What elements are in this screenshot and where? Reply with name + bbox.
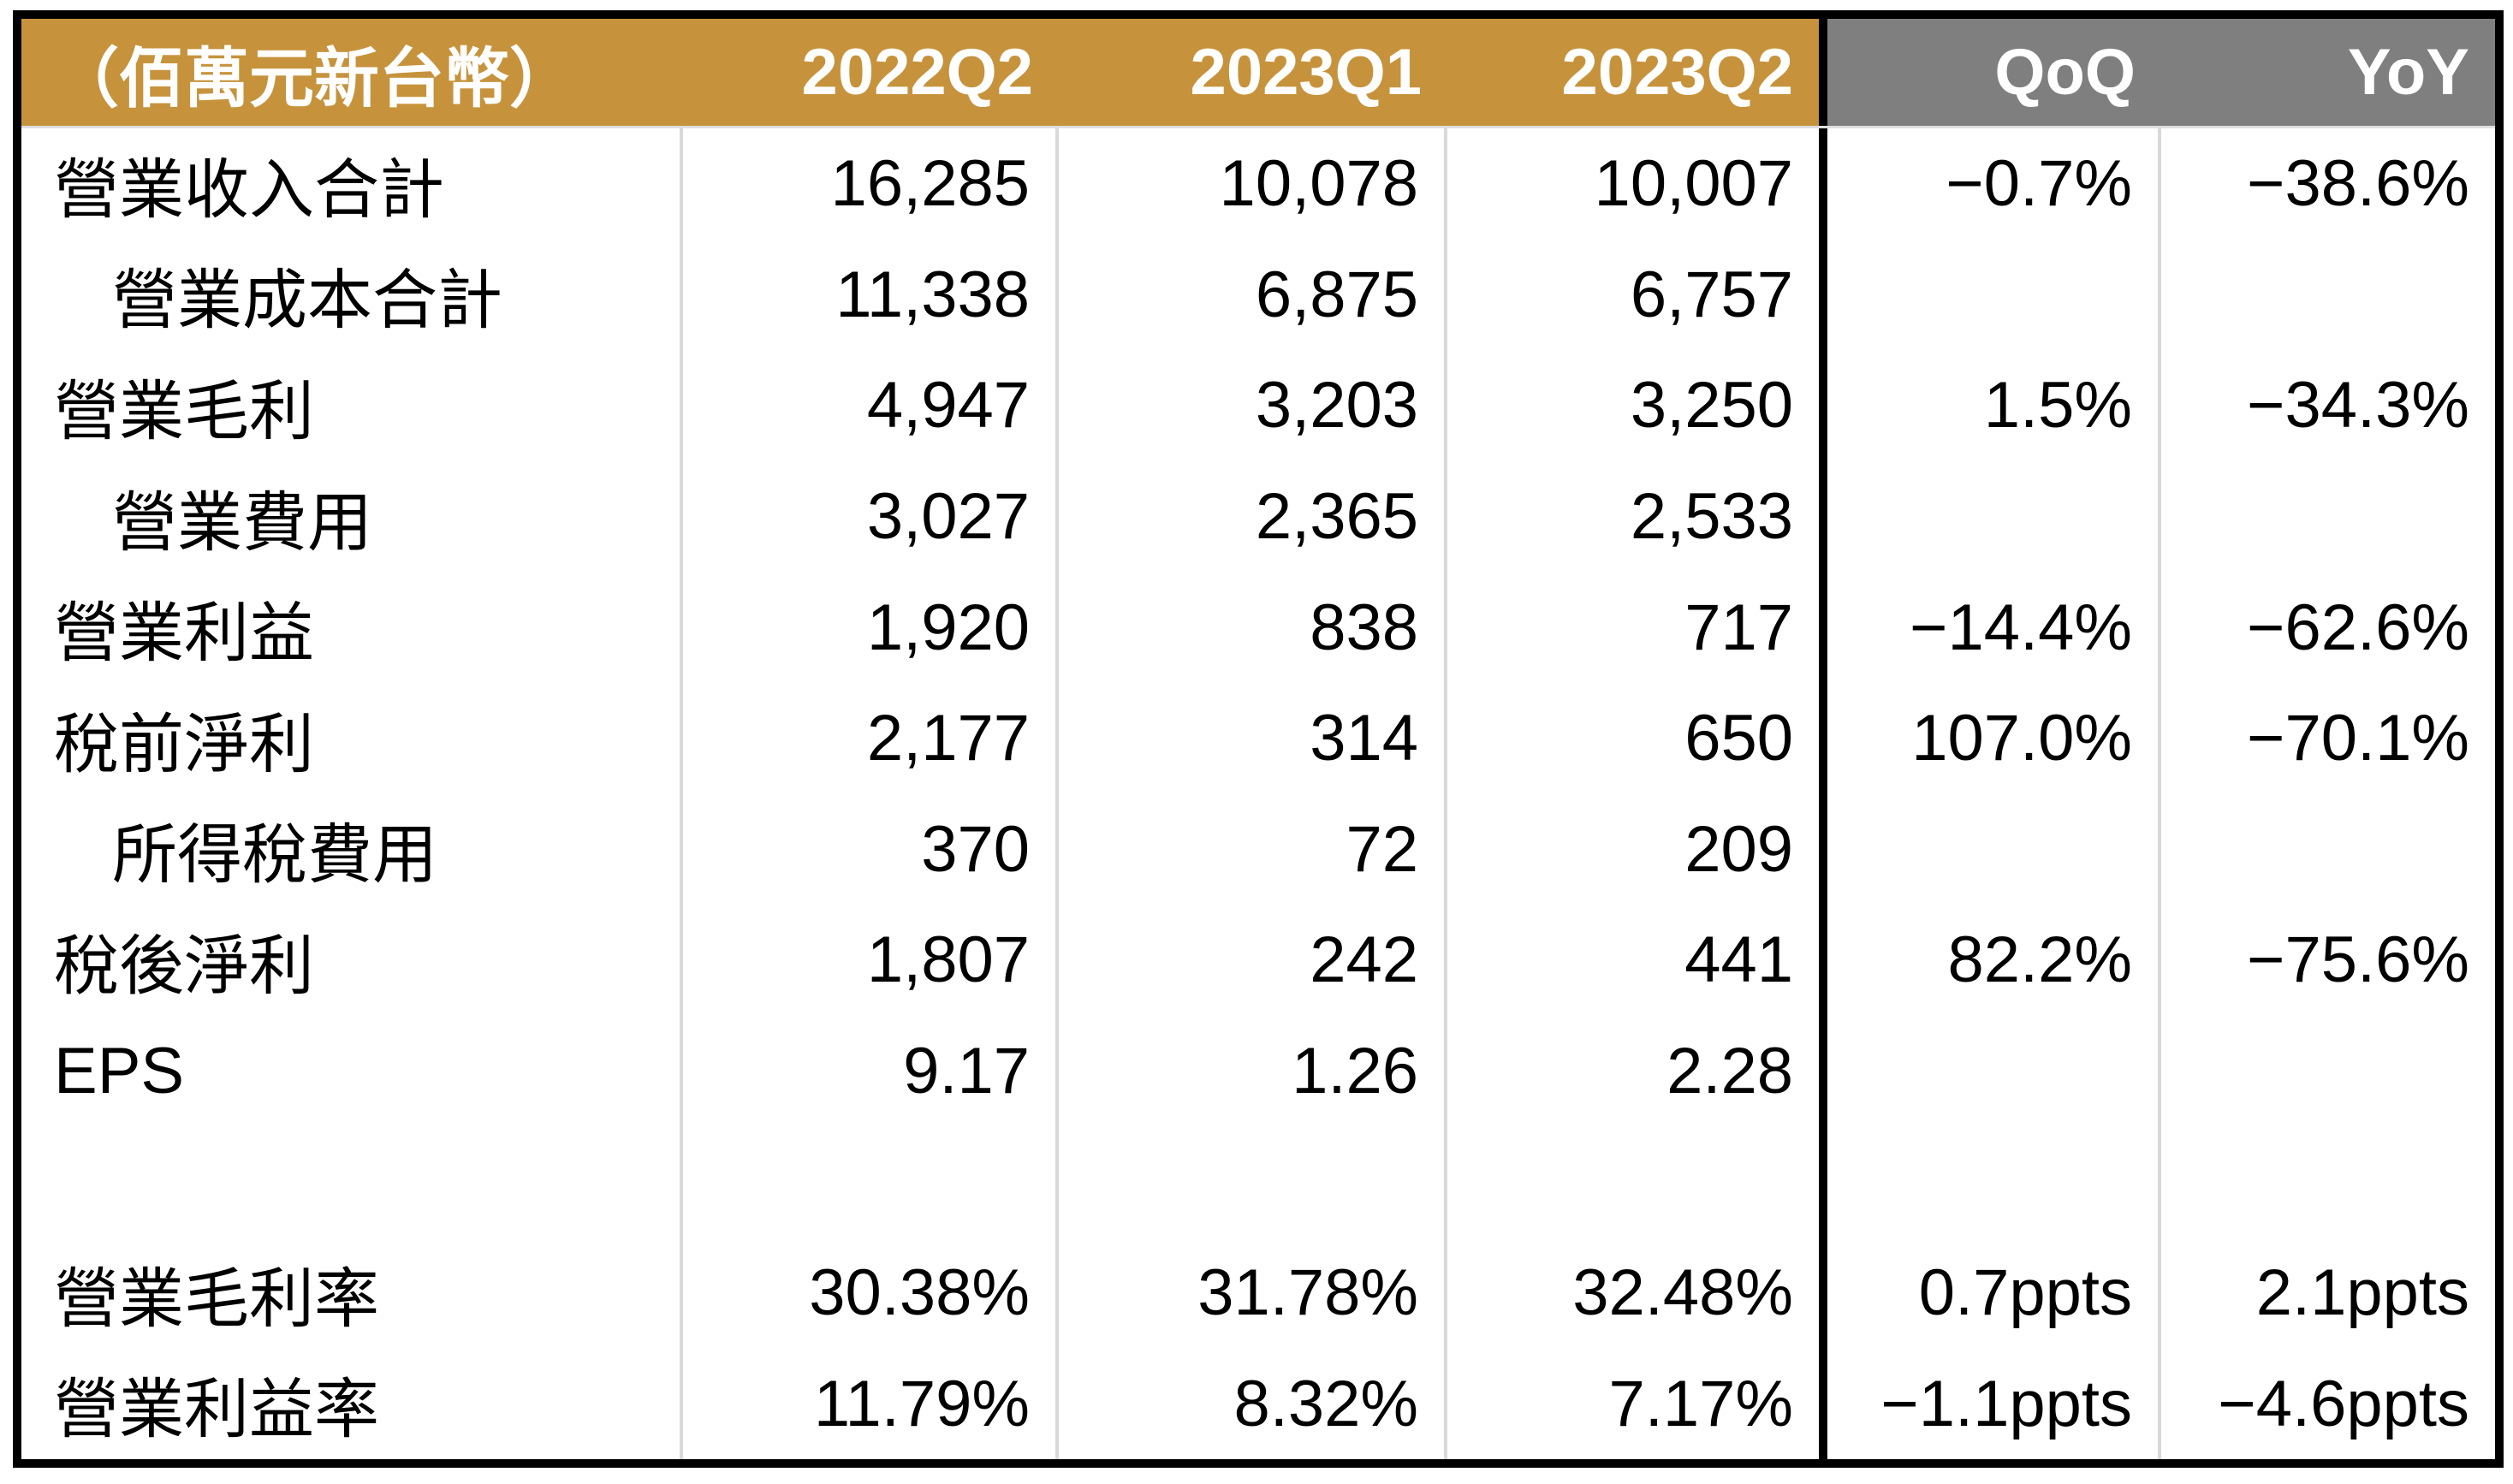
cell-yoy	[2161, 1126, 2495, 1238]
table-row-eps: EPS 9.17 1.26 2.28	[21, 1015, 2495, 1127]
cell-2023q1: 242	[1059, 905, 1447, 1016]
header-qoq: QoQ	[1819, 19, 2161, 126]
header-2023q1: 2023Q1	[1059, 19, 1447, 126]
cell-yoy	[2161, 460, 2495, 573]
cell-qoq	[1819, 793, 2161, 905]
cell-yoy	[2161, 239, 2495, 351]
table-header-row: （佰萬元新台幣） 2022Q2 2023Q1 2023Q2 QoQ YoY	[21, 19, 2495, 128]
row-label: 稅後淨利	[21, 905, 683, 1016]
cell-qoq: 1.5%	[1819, 350, 2161, 461]
cell-2022q2: 11,338	[683, 239, 1059, 351]
cell-2023q2: 2,533	[1447, 460, 1819, 573]
row-label: 營業費用	[21, 460, 683, 573]
cell-qoq: −0.7%	[1819, 128, 2161, 240]
cell-qoq: 0.7ppts	[1819, 1237, 2161, 1349]
cell-qoq: 107.0%	[1819, 682, 2161, 794]
cell-2023q1: 10,078	[1059, 128, 1447, 240]
cell-yoy: −38.6%	[2161, 128, 2495, 240]
cell-2023q2: 10,007	[1447, 128, 1819, 240]
table-row-net-income: 稅後淨利 1,807 242 441 82.2% −75.6%	[21, 905, 2495, 1016]
cell-yoy: −62.6%	[2161, 572, 2495, 683]
cell-2022q2: 30.38%	[683, 1237, 1059, 1349]
cell-2023q1: 31.78%	[1059, 1237, 1447, 1349]
cell-2023q2: 3,250	[1447, 350, 1819, 461]
row-label: 營業利益率	[21, 1348, 683, 1459]
cell-2023q1: 2,365	[1059, 460, 1447, 573]
table-row-spacer	[21, 1126, 2495, 1238]
cell-qoq	[1819, 1015, 2161, 1127]
row-label: 稅前淨利	[21, 682, 683, 794]
cell-2022q2: 2,177	[683, 682, 1059, 794]
cell-2023q1: 6,875	[1059, 239, 1447, 351]
row-label: 營業毛利率	[21, 1237, 683, 1349]
table-row-gross-profit: 營業毛利 4,947 3,203 3,250 1.5% −34.3%	[21, 350, 2495, 461]
cell-qoq	[1819, 460, 2161, 573]
table-row-operating-expenses: 營業費用 3,027 2,365 2,533	[21, 460, 2495, 573]
cell-yoy: −4.6ppts	[2161, 1348, 2495, 1459]
cell-2023q2: 441	[1447, 905, 1819, 1016]
cell-2023q2: 717	[1447, 572, 1819, 683]
row-label: 營業收入合計	[21, 128, 683, 240]
cell-2023q1: 72	[1059, 793, 1447, 905]
header-2022q2: 2022Q2	[683, 19, 1059, 126]
cell-2023q1: 838	[1059, 572, 1447, 683]
cell-2022q2: 4,947	[683, 350, 1059, 461]
row-label	[21, 1126, 683, 1238]
cell-2022q2: 16,285	[683, 128, 1059, 240]
cell-yoy	[2161, 1015, 2495, 1127]
cell-2023q2	[1447, 1126, 1819, 1238]
cell-qoq	[1819, 239, 2161, 351]
row-label: 營業利益	[21, 572, 683, 683]
table-body: 營業收入合計 16,285 10,078 10,007 −0.7% −38.6%…	[21, 128, 2495, 1459]
cell-2022q2: 3,027	[683, 460, 1059, 573]
cell-2023q2: 32.48%	[1447, 1237, 1819, 1349]
cell-2022q2: 9.17	[683, 1015, 1059, 1127]
cell-qoq: −1.1ppts	[1819, 1348, 2161, 1459]
table-row-operating-margin: 營業利益率 11.79% 8.32% 7.17% −1.1ppts −4.6pp…	[21, 1348, 2495, 1459]
cell-2023q1: 3,203	[1059, 350, 1447, 461]
cell-2023q1: 1.26	[1059, 1015, 1447, 1127]
cell-2023q2: 650	[1447, 682, 1819, 794]
cell-2023q2: 209	[1447, 793, 1819, 905]
cell-2023q2: 2.28	[1447, 1015, 1819, 1127]
cell-2023q2: 7.17%	[1447, 1348, 1819, 1459]
table-row-pretax-income: 稅前淨利 2,177 314 650 107.0% −70.1%	[21, 682, 2495, 794]
cell-2023q1: 8.32%	[1059, 1348, 1447, 1459]
cell-yoy: −34.3%	[2161, 350, 2495, 461]
cell-qoq: −14.4%	[1819, 572, 2161, 683]
row-label: 營業毛利	[21, 350, 683, 461]
cell-2023q1: 314	[1059, 682, 1447, 794]
header-2023q2: 2023Q2	[1447, 19, 1819, 126]
row-label: 所得稅費用	[21, 793, 683, 905]
cell-2023q1	[1059, 1126, 1447, 1238]
cell-2022q2: 1,807	[683, 905, 1059, 1016]
cell-qoq	[1819, 1126, 2161, 1238]
table-row-income-tax-expense: 所得稅費用 370 72 209	[21, 793, 2495, 905]
cell-yoy: 2.1ppts	[2161, 1237, 2495, 1349]
header-unit-note: （佰萬元新台幣）	[21, 19, 683, 126]
cell-2022q2: 370	[683, 793, 1059, 905]
table-row-cost-of-sales: 營業成本合計 11,338 6,875 6,757	[21, 239, 2495, 351]
header-yoy: YoY	[2161, 19, 2495, 126]
row-label: 營業成本合計	[21, 239, 683, 351]
table-row-revenue: 營業收入合計 16,285 10,078 10,007 −0.7% −38.6%	[21, 128, 2495, 240]
table-row-gross-margin: 營業毛利率 30.38% 31.78% 32.48% 0.7ppts 2.1pp…	[21, 1237, 2495, 1349]
cell-2022q2	[683, 1126, 1059, 1238]
cell-yoy: −70.1%	[2161, 682, 2495, 794]
cell-yoy: −75.6%	[2161, 905, 2495, 1016]
cell-qoq: 82.2%	[1819, 905, 2161, 1016]
cell-2022q2: 11.79%	[683, 1348, 1059, 1459]
table-row-operating-income: 營業利益 1,920 838 717 −14.4% −62.6%	[21, 572, 2495, 683]
row-label: EPS	[21, 1015, 683, 1127]
quarterly-results-table: （佰萬元新台幣） 2022Q2 2023Q1 2023Q2 QoQ YoY 營業…	[13, 10, 2504, 1468]
cell-yoy	[2161, 793, 2495, 905]
cell-2023q2: 6,757	[1447, 239, 1819, 351]
cell-2022q2: 1,920	[683, 572, 1059, 683]
